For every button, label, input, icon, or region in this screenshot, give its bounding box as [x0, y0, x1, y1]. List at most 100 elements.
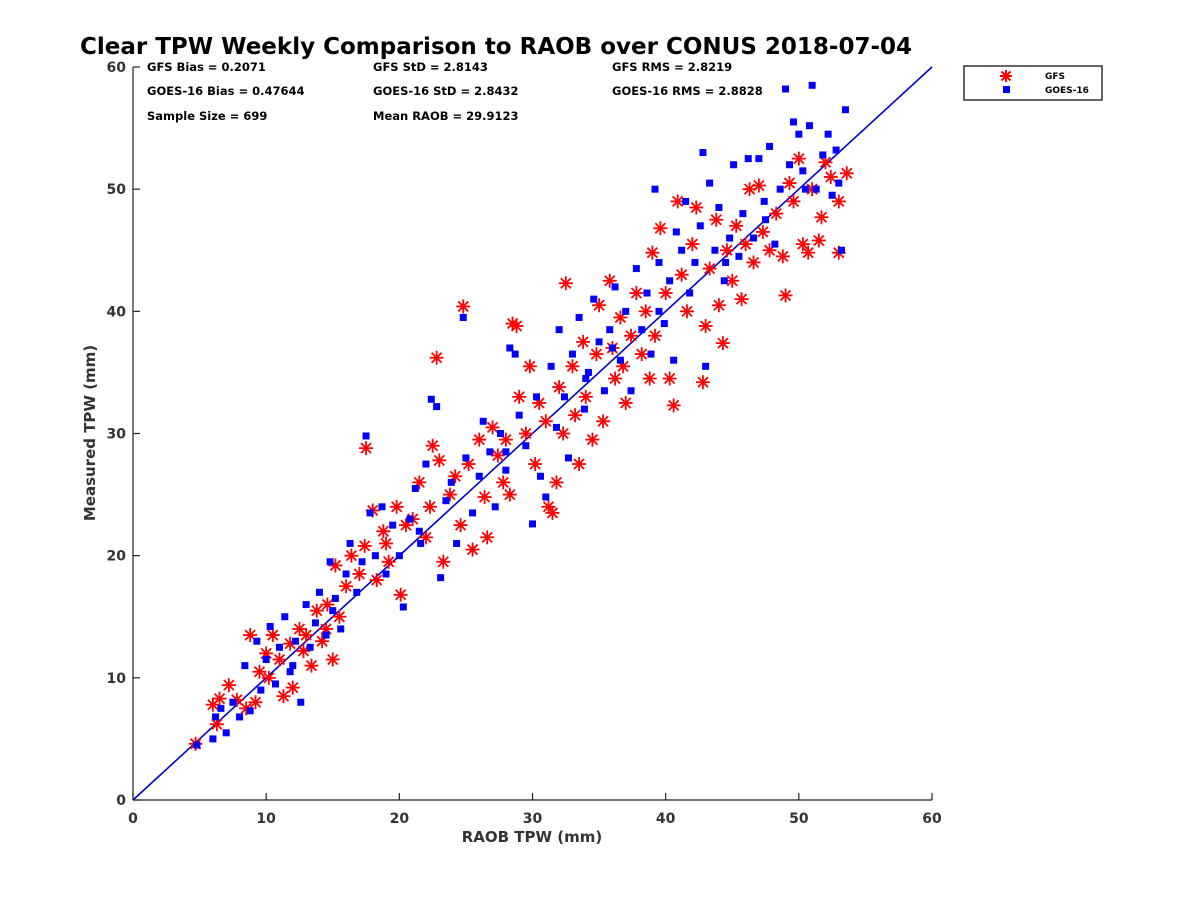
x-tick-group: 0 10 20 30 40 50 60	[128, 793, 942, 827]
goes-bias-stat: GOES-16 Bias = 0.47644	[147, 84, 304, 98]
goes16-point	[790, 118, 798, 126]
goes16-point	[812, 185, 820, 193]
gfs-point	[679, 304, 694, 319]
goes16-point	[322, 631, 330, 639]
goes16-point	[241, 662, 249, 670]
goes16-point	[832, 146, 840, 154]
gfs-point	[592, 298, 607, 313]
goes16-point	[552, 423, 560, 431]
goes16-point	[406, 515, 414, 523]
gfs-point	[698, 318, 713, 333]
gfs-point	[472, 432, 487, 447]
goes16-point	[795, 130, 803, 138]
gfs-point	[379, 536, 394, 551]
gfs-point	[769, 206, 784, 221]
goes16-point	[760, 197, 768, 205]
gfs-point	[425, 438, 440, 453]
goes16-point	[532, 393, 540, 401]
legend-goes-label: GOES-16	[1045, 86, 1089, 96]
goes16-point	[715, 203, 723, 211]
gfs-point	[709, 212, 724, 227]
gfs-point	[518, 426, 533, 441]
goes16-point	[362, 432, 370, 440]
gfs-point	[477, 490, 492, 505]
goes16-point	[266, 623, 274, 631]
gfs-point	[505, 316, 520, 331]
goes16-point	[564, 454, 572, 462]
goes16-point	[257, 686, 265, 694]
gfs-point	[212, 691, 227, 706]
x-tick-label: 30	[523, 811, 543, 827]
goes16-point	[805, 122, 813, 130]
goes16-point	[600, 387, 608, 395]
gfs-point	[296, 643, 311, 658]
goes16-point	[262, 656, 270, 664]
gfs-point	[674, 267, 689, 282]
goes16-point	[447, 478, 455, 486]
gfs-point	[320, 597, 335, 612]
goes16-point	[236, 713, 244, 721]
gfs-point	[801, 245, 816, 260]
gfs-point	[221, 678, 236, 693]
goes16-point	[382, 570, 390, 578]
goes16-point	[706, 179, 714, 187]
goes16-point	[529, 520, 536, 528]
x-tick-label: 60	[922, 811, 942, 827]
gfs-point	[422, 499, 437, 514]
goes16-point	[427, 395, 435, 403]
goes16-point	[378, 503, 386, 511]
gfs-point	[645, 245, 660, 260]
y-tick-label: 30	[107, 427, 127, 443]
gfs-point	[585, 432, 600, 447]
goes16-point	[622, 307, 630, 315]
goes16-point	[762, 216, 770, 224]
gfs-point	[276, 689, 291, 704]
goes16-point	[411, 484, 419, 492]
gfs-point	[734, 292, 749, 307]
gfs-point	[746, 255, 761, 270]
gfs-point	[662, 371, 677, 386]
goes16-point	[502, 466, 510, 474]
gfs-series	[188, 151, 854, 751]
gfs-point	[702, 261, 717, 276]
goes16-point	[651, 185, 659, 193]
goes16-point	[209, 735, 217, 743]
gfs-point	[576, 334, 591, 349]
goes16-point	[459, 313, 467, 321]
legend-box	[963, 65, 1103, 101]
goes16-point	[469, 509, 477, 517]
gfs-point	[715, 336, 730, 351]
goes16-point	[678, 246, 686, 254]
goes16-point	[486, 448, 494, 456]
chart-title: Clear TPW Weekly Comparison to RAOB over…	[80, 34, 912, 60]
goes16-point	[782, 85, 790, 93]
gfs-point	[332, 609, 347, 624]
goes16-point	[606, 326, 614, 334]
goes16-point	[711, 246, 719, 254]
gfs-point	[369, 573, 384, 588]
x-axis-label: RAOB TPW (mm)	[462, 828, 603, 846]
gfs-point	[689, 200, 704, 215]
goes16-point	[655, 258, 663, 266]
gfs-point	[729, 218, 744, 233]
goes16-point	[686, 289, 694, 297]
goes-rms-stat: GOES-16 RMS = 2.8828	[612, 84, 763, 98]
goes16-point	[311, 619, 319, 627]
goes16-point	[271, 680, 279, 688]
gfs-point	[325, 652, 340, 667]
mean-raob-stat: Mean RAOB = 29.9123	[373, 109, 519, 123]
gfs-point	[490, 448, 505, 463]
goes16-point	[568, 350, 576, 358]
gfs-point	[453, 518, 468, 533]
goes16-point	[389, 521, 397, 529]
goes16-point	[670, 356, 678, 364]
goes16-point	[696, 222, 704, 230]
gfs-point	[376, 524, 391, 539]
legend-gfs-marker	[1000, 70, 1012, 82]
goes16-point	[547, 362, 555, 370]
goes16-point	[337, 625, 345, 633]
goes16-point	[297, 698, 305, 706]
goes16-point	[655, 307, 663, 315]
goes16-point	[808, 81, 816, 89]
goes16-point	[275, 643, 283, 651]
